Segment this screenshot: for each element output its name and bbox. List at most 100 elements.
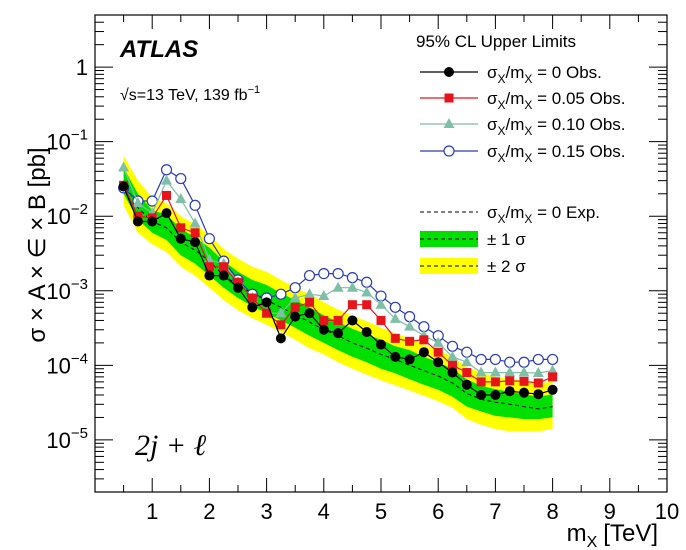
legend-label-expected-part: = 0 Exp. [532, 203, 600, 222]
series-3-point [346, 272, 358, 284]
observed-series-group [117, 161, 559, 401]
series-1-point [319, 315, 329, 325]
series-0-point [132, 216, 143, 227]
series-3-point [504, 356, 516, 368]
series-3-point [318, 267, 330, 280]
legend-label-2: σX/mX = 0.10 Obs. [487, 115, 626, 138]
legend-label-expected-part: σ [487, 203, 498, 222]
series-2-point [475, 366, 487, 377]
series-0-point [190, 237, 201, 248]
legend-label-1: σX/mX = 0.05 Obs. [487, 89, 626, 112]
y-tick-label: 1 [76, 55, 88, 80]
series-2-point [189, 217, 201, 228]
series-2-point [389, 312, 401, 323]
series-3-point [404, 311, 416, 323]
series-3-point [361, 276, 373, 288]
y-tick-base: 10 [46, 353, 70, 378]
series-1-point [305, 297, 314, 307]
series-1-point [462, 368, 472, 378]
series-0-point [433, 357, 444, 368]
series-3-point [461, 346, 473, 358]
legend-label-expected-part: X [498, 212, 506, 226]
series-1-point [162, 190, 171, 200]
series-2-point [132, 197, 144, 208]
y-tick-exp: −5 [71, 425, 88, 442]
series-3-point [518, 356, 530, 368]
series-1-point [276, 320, 286, 330]
series-1-point [405, 336, 415, 346]
series-0-point [247, 302, 258, 313]
series-1-point [190, 228, 200, 238]
series-1-point [219, 262, 229, 272]
legend-label-3-part: /m [506, 142, 525, 161]
series-2-point [346, 281, 358, 292]
series-1-point [347, 300, 357, 310]
y-tick-base: 10 [46, 204, 70, 229]
series-0-point [275, 333, 286, 344]
y-tick-base: 10 [46, 130, 70, 155]
y-tick-base: 10 [46, 428, 70, 453]
series-0-point [161, 208, 172, 219]
series-0-point [204, 270, 215, 281]
experiment-label: ATLAS [119, 36, 198, 63]
series-0-point [118, 181, 129, 192]
y-tick-base: 1 [76, 55, 88, 80]
legend-label-0-part: σ [487, 63, 498, 82]
series-1-point [548, 372, 558, 382]
series-2-point [461, 356, 473, 367]
series-3-point [475, 353, 487, 366]
x-tick-label: 1 [146, 499, 158, 524]
x-axis-title-sub: X [587, 534, 598, 550]
series-3-point [489, 353, 501, 366]
series-1-point [176, 223, 186, 233]
legend-label-1-part: = 0.05 Obs. [532, 89, 625, 108]
legend-label-expected: σX/mX = 0 Exp. [487, 203, 600, 226]
legend-label-1sigma: ± 1 σ [487, 230, 526, 249]
series-1-point [533, 378, 543, 388]
series-3-point [289, 282, 301, 294]
series-0-point [304, 308, 315, 319]
series-0-point [547, 384, 558, 395]
x-tick-label: 5 [375, 499, 387, 524]
series-0-point [504, 386, 515, 397]
series-2-point [489, 366, 501, 377]
legend-label-2-part: = 0.10 Obs. [532, 115, 625, 134]
y-tick-label: 10−2 [46, 201, 88, 229]
series-0-point [175, 233, 186, 244]
x-tick-label: 10 [655, 499, 679, 524]
legend-marker-3 [443, 145, 455, 157]
series-1-point [390, 333, 400, 343]
y-tick-label: 10−4 [46, 350, 88, 378]
legend-label-0-part: X [498, 72, 506, 86]
x-tick-label: 2 [203, 499, 215, 524]
legend-label-2-part: X [524, 124, 532, 138]
series-2-point [504, 366, 516, 377]
series-3-point [389, 301, 401, 313]
series-1-point [362, 300, 372, 310]
legend-label-3-part: = 0.15 Obs. [532, 142, 625, 161]
series-3-point [189, 199, 201, 211]
series-0-point [390, 351, 401, 362]
legend-label-0: σX/mX = 0 Obs. [487, 63, 602, 86]
series-3-point [203, 233, 215, 245]
series-2-point [304, 288, 315, 299]
y-tick-exp: −3 [71, 276, 88, 293]
series-0-point [533, 389, 544, 400]
legend-label-expected-part: X [524, 212, 532, 226]
legend-label-2sigma: ± 2 σ [487, 257, 526, 276]
legend-label-0-part: X [524, 72, 532, 86]
series-3-point [303, 269, 316, 282]
series-3-point [332, 267, 344, 280]
legend-label-0-part: /m [506, 63, 525, 82]
series-2-point [518, 366, 530, 377]
series-1-point [376, 315, 386, 325]
series-1-point [448, 360, 457, 370]
series-1-point [433, 347, 443, 357]
series-1-point [505, 376, 515, 386]
series-0-point [461, 379, 472, 390]
series-2-point [161, 174, 172, 185]
series-1-point [490, 377, 500, 387]
series-0-point [519, 387, 529, 398]
legend-label-3-part: X [498, 151, 506, 165]
